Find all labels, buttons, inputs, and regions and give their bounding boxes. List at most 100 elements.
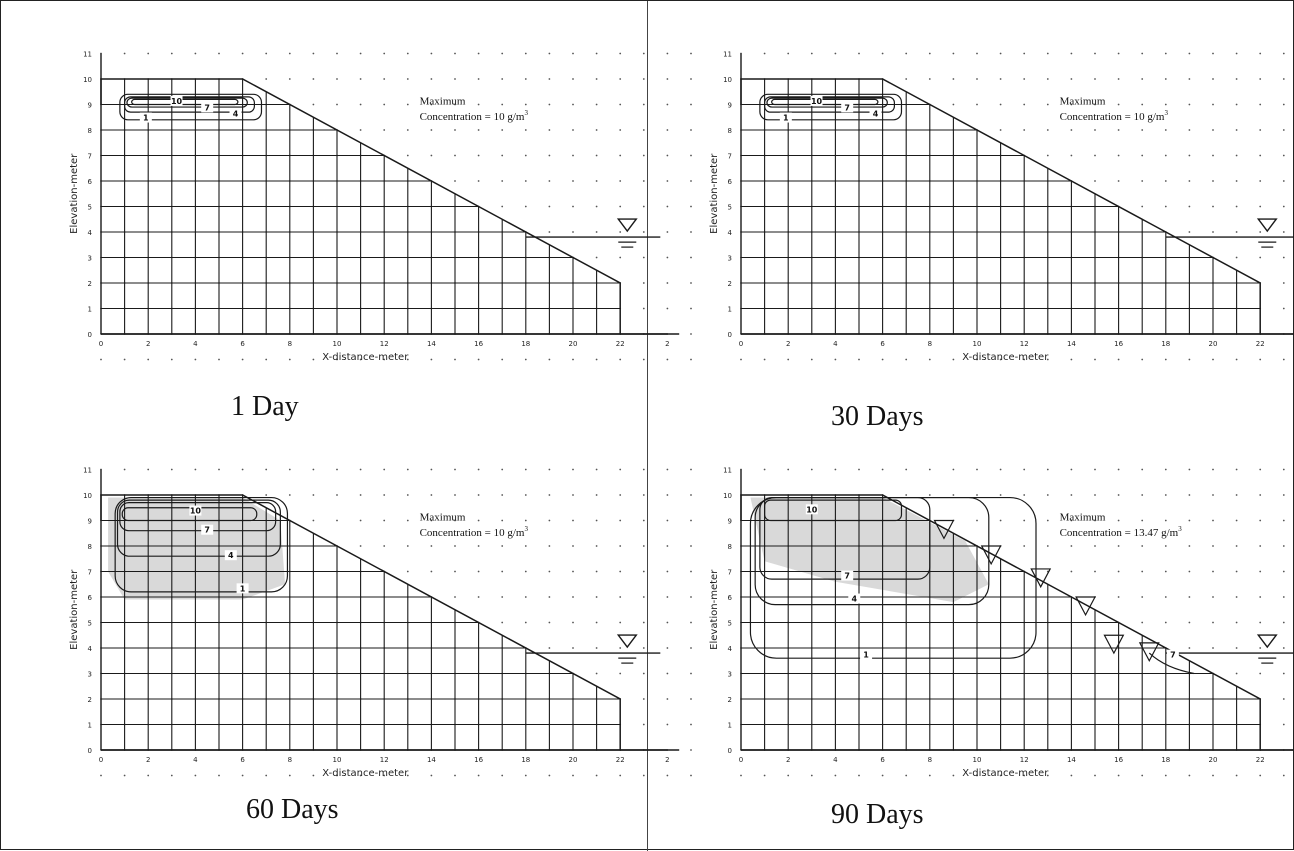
- grid-dot: [928, 358, 931, 361]
- grid-dot: [572, 468, 574, 471]
- y-tick-label: 6: [728, 594, 733, 602]
- grid-dot: [619, 154, 622, 157]
- grid-dot: [595, 180, 598, 182]
- grid-dot: [265, 78, 268, 80]
- grid-dot: [1023, 468, 1026, 471]
- grid-dot: [265, 774, 268, 777]
- grid-dot: [501, 78, 504, 80]
- grid-dot: [477, 103, 480, 106]
- grid-dot: [1046, 545, 1049, 547]
- grid-dot: [454, 519, 456, 522]
- grid-dot: [690, 774, 692, 777]
- grid-dot: [1046, 103, 1049, 106]
- x-tick-label: 20: [569, 756, 578, 764]
- grid-dot: [690, 205, 692, 208]
- grid-dot: [454, 774, 456, 777]
- grid-dot: [1259, 774, 1262, 777]
- contour-7: [126, 97, 248, 108]
- grid-dot: [595, 621, 598, 624]
- grid-dot: [1282, 358, 1285, 361]
- x-tick-label: 0: [99, 340, 103, 348]
- contour-label-bg: [201, 524, 214, 535]
- x-tick-label: 6: [240, 340, 245, 348]
- grid-dot: [1259, 494, 1262, 496]
- grid-dot: [477, 358, 480, 361]
- grid-dot: [241, 358, 244, 361]
- y-tick-label: 3: [728, 671, 732, 679]
- y-tick-label: 2: [728, 696, 732, 704]
- grid-dot: [595, 256, 598, 259]
- contour-label-bg: [779, 112, 792, 123]
- grid-dot: [952, 468, 955, 471]
- grid-dot: [1164, 103, 1167, 106]
- grid-dot: [359, 103, 362, 106]
- contour-label: 1: [783, 114, 789, 123]
- grid-dot: [383, 103, 386, 106]
- grid-dot: [524, 358, 527, 361]
- contour-4: [763, 96, 896, 113]
- grid-dot: [312, 774, 315, 777]
- grid-dot: [1212, 570, 1214, 573]
- grid-dot: [336, 52, 338, 55]
- grid-dot: [123, 468, 126, 471]
- grid-dot: [1141, 519, 1144, 522]
- grid-dot: [642, 621, 645, 624]
- grid-dot: [1235, 180, 1238, 182]
- y-tick-label: 0: [88, 331, 92, 339]
- grid-dot: [501, 52, 504, 55]
- grid-dot: [572, 596, 574, 598]
- grid-dot: [383, 358, 386, 361]
- grid-dot: [572, 205, 574, 208]
- grid-dot: [454, 78, 456, 80]
- grid-dot: [666, 282, 669, 284]
- grid-dot: [359, 519, 362, 522]
- grid-dot: [548, 774, 551, 777]
- grid-dot: [1070, 494, 1073, 496]
- grid-dot: [406, 494, 409, 496]
- grid-dot: [477, 774, 480, 777]
- x-tick-label: 16: [474, 340, 483, 348]
- contour-label: 1: [143, 114, 149, 123]
- x-tick-label: 2: [146, 756, 150, 764]
- seepage-pocket: [1138, 642, 1160, 663]
- unit-superscript: 3: [1178, 525, 1182, 533]
- seepage-pocket: [1103, 634, 1125, 655]
- grid-dot: [881, 52, 884, 55]
- grid-dot: [619, 596, 622, 598]
- grid-dot: [548, 52, 551, 55]
- grid-dot: [1259, 231, 1262, 233]
- grid-dot: [999, 519, 1002, 522]
- grid-dot: [312, 52, 315, 55]
- grid-dot: [619, 621, 622, 624]
- grid-dot: [666, 154, 669, 157]
- grid-dot: [619, 545, 622, 547]
- grid-dot: [834, 774, 837, 777]
- y-tick-label: 0: [728, 331, 732, 339]
- grid-dot: [359, 545, 362, 547]
- grid-dot: [976, 358, 978, 361]
- grid-dot: [1235, 256, 1238, 259]
- grid-dot: [928, 494, 931, 496]
- grid-dot: [170, 358, 173, 361]
- x-axis-label: X-distance-meter: [962, 768, 1049, 779]
- grid-dot: [595, 78, 598, 80]
- x-tick-label: 14: [1067, 340, 1076, 348]
- grid-dot: [834, 358, 837, 361]
- x-tick-label: 2: [146, 340, 150, 348]
- grid-dot: [619, 103, 622, 106]
- grid-dot: [477, 545, 480, 547]
- grid-dot: [430, 52, 433, 55]
- grid-dot: [241, 468, 244, 471]
- grid-dot: [1141, 180, 1144, 182]
- grid-dot: [666, 307, 669, 310]
- grid-dot: [690, 78, 692, 80]
- grid-dot: [1282, 154, 1285, 157]
- grid-dot: [501, 494, 504, 496]
- grid-dot: [642, 672, 645, 675]
- grid-dot: [524, 468, 527, 471]
- grid-dot: [1235, 358, 1238, 361]
- grid-dot: [1117, 78, 1120, 80]
- contour-label-bg: [1166, 649, 1179, 660]
- grid-dot: [690, 256, 692, 259]
- grid-dot: [881, 358, 884, 361]
